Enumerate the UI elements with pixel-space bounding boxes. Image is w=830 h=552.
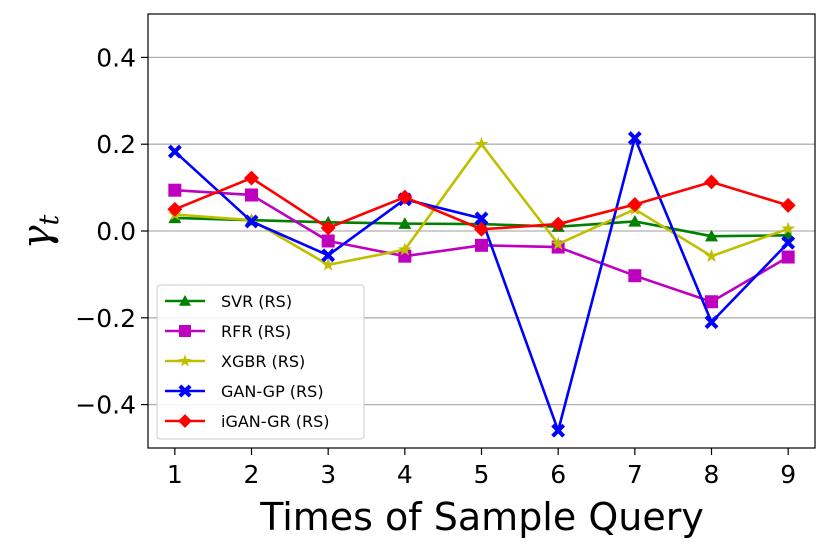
legend-label: iGAN-GR (RS)	[221, 412, 329, 431]
data-point-gan-gp-rs-stroke	[321, 248, 336, 263]
legend-marker-stroke	[178, 384, 192, 398]
x-tick-label: 8	[704, 460, 720, 489]
y-axis-label: γt	[14, 214, 65, 249]
data-point-xgbr-rs	[551, 236, 565, 250]
data-point-gan-gp-rs-stroke	[704, 315, 719, 330]
data-point-igan-gr-rs	[704, 174, 719, 190]
legend-label: GAN-GP (RS)	[221, 382, 324, 401]
x-tick-label: 9	[780, 460, 796, 489]
data-point-svr-rs	[705, 229, 718, 242]
y-tick-label: 0.0	[96, 217, 136, 246]
x-tick-label: 3	[320, 460, 336, 489]
data-point-rfr-rs	[245, 188, 258, 202]
y-axis-label-main: γ	[14, 225, 60, 249]
x-tick-label: 4	[397, 460, 413, 489]
legend-item-gan-gp-rs: GAN-GP (RS)	[165, 382, 324, 401]
data-point-igan-gr-rs	[397, 189, 413, 205]
data-point-xgbr-rs	[398, 242, 412, 256]
legend-item-igan-gr-rs: iGAN-GR (RS)	[165, 412, 329, 431]
data-point-gan-gp-rs	[474, 211, 489, 226]
data-point-xgbr-rs	[474, 137, 489, 150]
y-tick-label: −0.4	[75, 391, 136, 420]
data-point-gan-gp-rs	[781, 235, 796, 250]
data-point-rfr-rs	[628, 269, 642, 283]
data-point-gan-gp-rs	[704, 315, 719, 330]
legend-label: SVR (RS)	[221, 292, 292, 311]
data-point-gan-gp-rs	[321, 248, 336, 263]
data-point-gan-gp-rs	[167, 144, 182, 159]
legend-marker	[179, 325, 191, 337]
legend-marker	[178, 354, 192, 367]
legend-marker	[179, 295, 191, 306]
data-point-gan-gp-rs	[551, 423, 566, 438]
y-axis: 0.4 0.2 0.0 −0.2 −0.4	[75, 43, 148, 420]
data-point-gan-gp-rs-stroke	[244, 214, 259, 229]
data-point-svr-rs	[628, 214, 642, 227]
y-tick-label: −0.2	[75, 304, 136, 333]
series-gan-gp-rs	[167, 131, 796, 438]
legend-item-svr-rs: SVR (RS)	[165, 292, 292, 311]
legend-label: XGBR (RS)	[221, 352, 305, 371]
data-point-gan-gp-rs-stroke	[781, 235, 796, 250]
x-axis: 1 2 3 4 5 6 7 8 9	[167, 448, 796, 489]
x-tick-label: 2	[244, 460, 260, 489]
x-axis-label: Times of Sample Query	[259, 495, 704, 539]
legend-item-rfr-rs: RFR (RS)	[165, 322, 291, 341]
data-point-igan-gr-rs	[244, 170, 259, 186]
data-point-gan-gp-rs	[244, 214, 259, 229]
data-point-xgbr-rs	[704, 249, 719, 262]
data-point-igan-gr-rs	[320, 220, 336, 236]
y-tick-label: 0.4	[96, 43, 136, 72]
data-point-rfr-rs	[168, 183, 182, 197]
series-layer	[167, 131, 796, 438]
data-point-gan-gp-rs-stroke	[167, 144, 182, 159]
data-point-rfr-rs	[321, 234, 335, 248]
y-axis-label-subscript: t	[34, 214, 65, 225]
data-point-igan-gr-rs	[167, 201, 183, 217]
data-point-xgbr-rs	[781, 221, 795, 235]
legend-label: RFR (RS)	[221, 322, 291, 341]
data-point-rfr-rs	[475, 238, 488, 252]
data-point-igan-gr-rs	[550, 216, 566, 232]
data-point-igan-gr-rs	[474, 221, 489, 237]
data-point-svr-rs	[398, 217, 412, 229]
data-point-rfr-rs	[705, 295, 718, 309]
data-point-rfr-rs	[781, 250, 795, 264]
x-tick-label: 1	[167, 460, 183, 489]
legend-marker	[178, 384, 192, 398]
legend: SVR (RS) RFR (RS) XGBR (RS) GAN-GP (RS) iGAN…	[156, 284, 365, 440]
data-point-igan-gr-rs	[627, 197, 643, 213]
x-tick-label: 6	[550, 460, 566, 489]
legend-marker	[178, 414, 192, 428]
legend-item-xgbr-rs: XGBR (RS)	[165, 352, 305, 371]
data-point-gan-gp-rs-stroke	[551, 423, 566, 438]
y-tick-label: 0.2	[96, 130, 136, 159]
data-point-gan-gp-rs-stroke	[474, 211, 489, 226]
data-point-gan-gp-rs	[627, 131, 642, 146]
x-tick-label: 7	[627, 460, 643, 489]
data-point-igan-gr-rs	[780, 197, 796, 213]
legend-box	[156, 284, 365, 440]
data-point-gan-gp-rs-stroke	[627, 131, 642, 146]
data-point-xgbr-rs	[321, 257, 335, 271]
series-igan-gr-rs	[167, 170, 796, 237]
x-tick-label: 5	[474, 460, 490, 489]
